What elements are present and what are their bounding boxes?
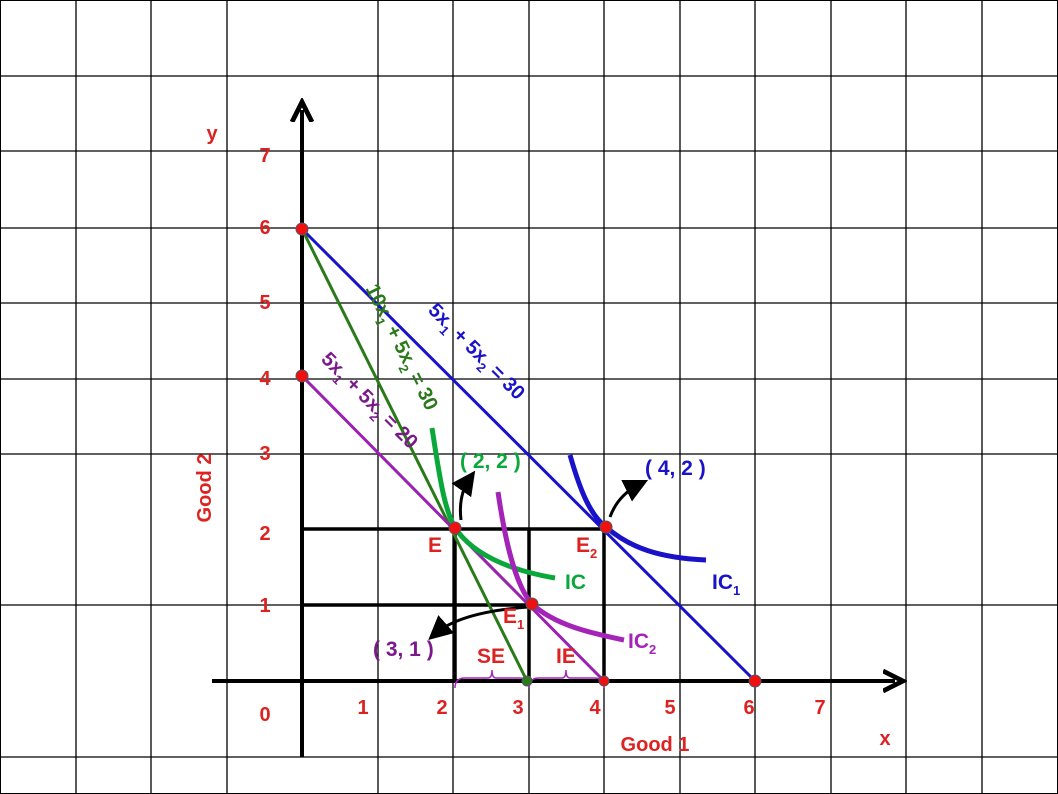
- y-tick: 5: [259, 292, 270, 314]
- arrow-to-2-2: [451, 470, 476, 521]
- y-tick: 6: [259, 217, 270, 239]
- origin-label: 0: [259, 704, 270, 726]
- label-ic: IC: [565, 571, 586, 594]
- x-tick: 5: [664, 697, 675, 719]
- label-point-3-1: ( 3, 1 ): [373, 638, 434, 661]
- x-tick: 6: [743, 697, 754, 719]
- label-ic1: IC1: [712, 571, 740, 598]
- y-tick: 7: [259, 145, 270, 167]
- income-effect-brace: [528, 669, 605, 689]
- y-axis-title: Good 2: [194, 454, 216, 523]
- label-e2: E2: [576, 534, 597, 561]
- x-axis-title: Good 1: [621, 734, 690, 756]
- x-tick: 2: [436, 697, 447, 719]
- label-point-4-2: ( 4, 2 ): [645, 457, 706, 480]
- budget-line-blue: [300, 227, 757, 683]
- y-axis-label: y: [206, 123, 218, 145]
- label-ic2: IC2: [628, 630, 656, 657]
- y-tick: 3: [259, 443, 270, 465]
- budget-line-green: [300, 228, 529, 682]
- y-tick: 1: [259, 595, 270, 617]
- x-tick: 7: [814, 697, 825, 719]
- x-tick: 3: [512, 697, 523, 719]
- y-tick: 2: [259, 523, 270, 545]
- points: [295, 222, 762, 688]
- label-e: E: [428, 534, 442, 557]
- y-tick: 4: [259, 368, 271, 390]
- label-income-effect: IE: [556, 645, 576, 668]
- x-axis-label: x: [879, 728, 890, 750]
- arrow-to-3-1: [428, 605, 529, 640]
- label-substitution-effect: SE: [477, 645, 505, 668]
- label-e1: E1: [503, 605, 524, 632]
- label-point-2-2: ( 2, 2 ): [460, 450, 521, 473]
- x-tick: 1: [357, 697, 368, 719]
- x-tick: 4: [589, 697, 601, 719]
- arrow-to-4-2: [608, 479, 649, 518]
